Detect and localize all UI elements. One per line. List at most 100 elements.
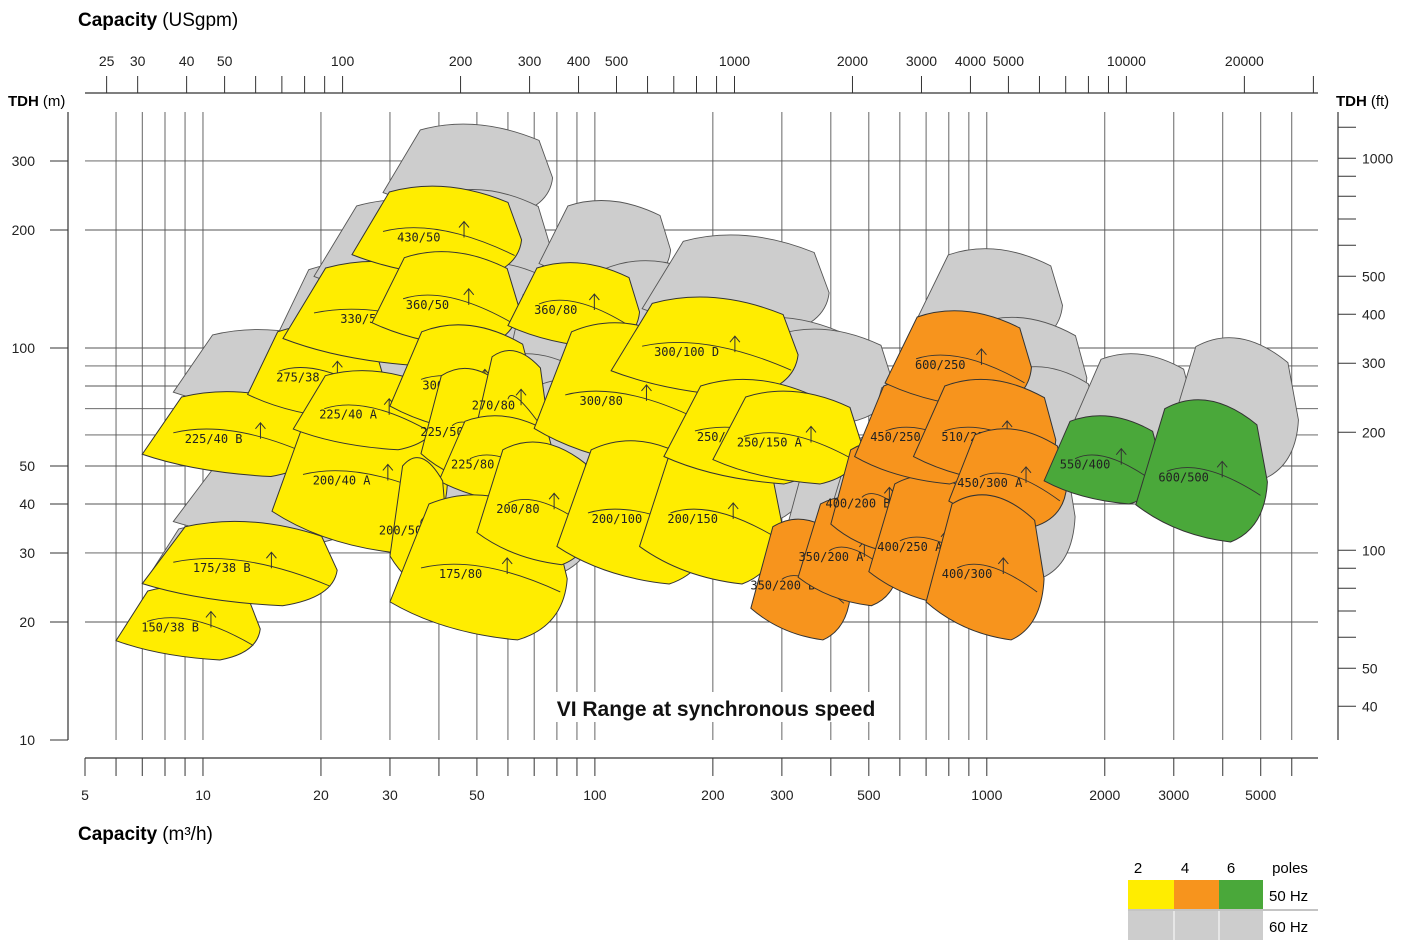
top-tick-label: 50 [217, 53, 233, 69]
left-tick-label: 50 [19, 458, 35, 474]
bottom-tick-label: 200 [701, 787, 725, 803]
region-label-2: 225/40 B [185, 432, 243, 446]
region-label-5: 225/40 A [319, 408, 378, 422]
region-label-33: 600/500 [1158, 470, 1209, 484]
right-axis-title: TDH (ft) [1336, 93, 1389, 110]
region-arrow-28 [976, 348, 987, 365]
top-tick-label: 100 [331, 53, 355, 69]
bottom-tick-label: 10 [195, 787, 211, 803]
top-tick-label: 20000 [1225, 53, 1264, 69]
bottom-tick-label: 2000 [1089, 787, 1120, 803]
region-curve-30 [979, 472, 1061, 502]
legend-poles-4: 4 [1181, 860, 1189, 877]
right-tick-label: 200 [1362, 424, 1386, 440]
region-label-8: 360/50 [406, 298, 449, 312]
top-axis-title: Capacity (USgpm) [78, 10, 238, 31]
top-tick-label: 25 [99, 53, 115, 69]
region-label-28: 600/250 [915, 358, 966, 372]
region-label-22: 250/150 A [737, 435, 803, 449]
top-tick-label: 5000 [993, 53, 1024, 69]
top-tick-label: 1000 [719, 53, 750, 69]
region-label-31: 400/300 [942, 567, 993, 581]
region-arrow-18 [729, 335, 741, 353]
region-curve-22 [743, 432, 856, 461]
chart-title-bg [536, 692, 896, 722]
region-label-17: 300/80 [579, 394, 622, 408]
right-tick-label: 500 [1362, 268, 1386, 284]
region-curve-28 [915, 354, 1025, 384]
left-tick-label: 100 [12, 340, 36, 356]
region-arrow-31 [997, 557, 1009, 574]
bottom-tick-label: 1000 [971, 787, 1002, 803]
region-curve-5 [324, 404, 433, 434]
region-arrow-2 [255, 421, 266, 439]
top-tick-label: 40 [179, 53, 195, 69]
region-curve-16 [538, 299, 633, 329]
pump-region: 360/50 [371, 251, 520, 349]
top-tick-label: 4000 [955, 53, 986, 69]
region-arrow-15 [548, 492, 560, 510]
pump-region: 600/500 [1135, 399, 1268, 543]
region-label-26: 400/250 A [877, 540, 943, 554]
legend: 2 4 6 poles 50 Hz 60 Hz [1128, 860, 1318, 940]
region-curve-8 [402, 294, 513, 324]
axes: 25 30 40 50 100 200 300 400 500 1000 2000 3000 4000 5… [12, 53, 1394, 803]
left-axis-title: TDH (m) [8, 93, 65, 110]
region-label-13: 200/50 [379, 523, 422, 537]
region-arrow-33 [1216, 460, 1228, 478]
region-curve-31 [956, 563, 1038, 593]
bottom-tick-label: 30 [382, 787, 398, 803]
region-33 [1135, 399, 1268, 543]
left-tick-label: 40 [19, 496, 35, 512]
bottom-tick-label: 100 [583, 787, 607, 803]
legend-60hz-label: 60 Hz [1269, 919, 1308, 936]
bottom-axis-title: Capacity (m³/h) [78, 824, 213, 845]
legend-swatch-6-50hz [1219, 880, 1263, 909]
bottom-tick-label: 20 [313, 787, 329, 803]
region-curve-0 [146, 617, 254, 646]
region-label-18: 300/100 D [654, 345, 719, 359]
bottom-tick-label: 3000 [1158, 787, 1189, 803]
region-arrow-0 [205, 610, 217, 628]
bottom-tick-label: 300 [770, 787, 794, 803]
region-curve-7 [382, 227, 515, 256]
pump-region: 400/300 [925, 494, 1045, 641]
top-tick-label: 300 [518, 53, 542, 69]
region-18 [610, 296, 799, 398]
legend-poles-6: 6 [1227, 860, 1235, 877]
regions-50hz: 150/38 B 175/38 B 225/40 B 275/38 200/40 A 22… [115, 185, 1268, 661]
region-curve-18 [642, 342, 792, 371]
left-tick-label: 30 [19, 545, 35, 561]
region-8 [371, 251, 520, 349]
region-arrow-20 [727, 502, 739, 519]
top-tick-label: 3000 [906, 53, 937, 69]
region-label-24: 350/200 A [798, 550, 864, 564]
bottom-tick-label: 500 [857, 787, 881, 803]
region-label-32: 550/400 [1060, 458, 1111, 472]
region-label-0: 150/38 B [141, 620, 199, 634]
top-tick-label: 400 [567, 53, 591, 69]
region-label-15: 200/80 [496, 502, 539, 516]
left-tick-label: 300 [12, 153, 36, 169]
right-tick-label: 100 [1362, 542, 1386, 558]
legend-swatch-60hz [1128, 911, 1263, 940]
left-tick-label: 200 [12, 222, 36, 238]
right-tick-label: 40 [1362, 698, 1378, 714]
top-tick-label: 10000 [1107, 53, 1146, 69]
legend-poles-2: 2 [1134, 860, 1142, 877]
region-label-16: 360/80 [534, 303, 577, 317]
region-arrow-7 [458, 220, 470, 238]
left-tick-label: 10 [19, 732, 35, 748]
region-curve-17 [565, 390, 698, 420]
region-1 [141, 520, 338, 607]
region-arrow-32 [1115, 447, 1127, 465]
bottom-tick-label: 50 [469, 787, 485, 803]
region-label-4: 200/40 A [313, 473, 372, 487]
region-arrow-4 [382, 463, 394, 481]
region-7 [351, 185, 523, 280]
pump-region: 430/50 [351, 185, 523, 280]
top-tick-label: 500 [605, 53, 629, 69]
pump-region: 175/38 B [141, 520, 338, 607]
region-label-20: 200/150 [667, 512, 718, 526]
right-tick-label: 400 [1362, 306, 1386, 322]
